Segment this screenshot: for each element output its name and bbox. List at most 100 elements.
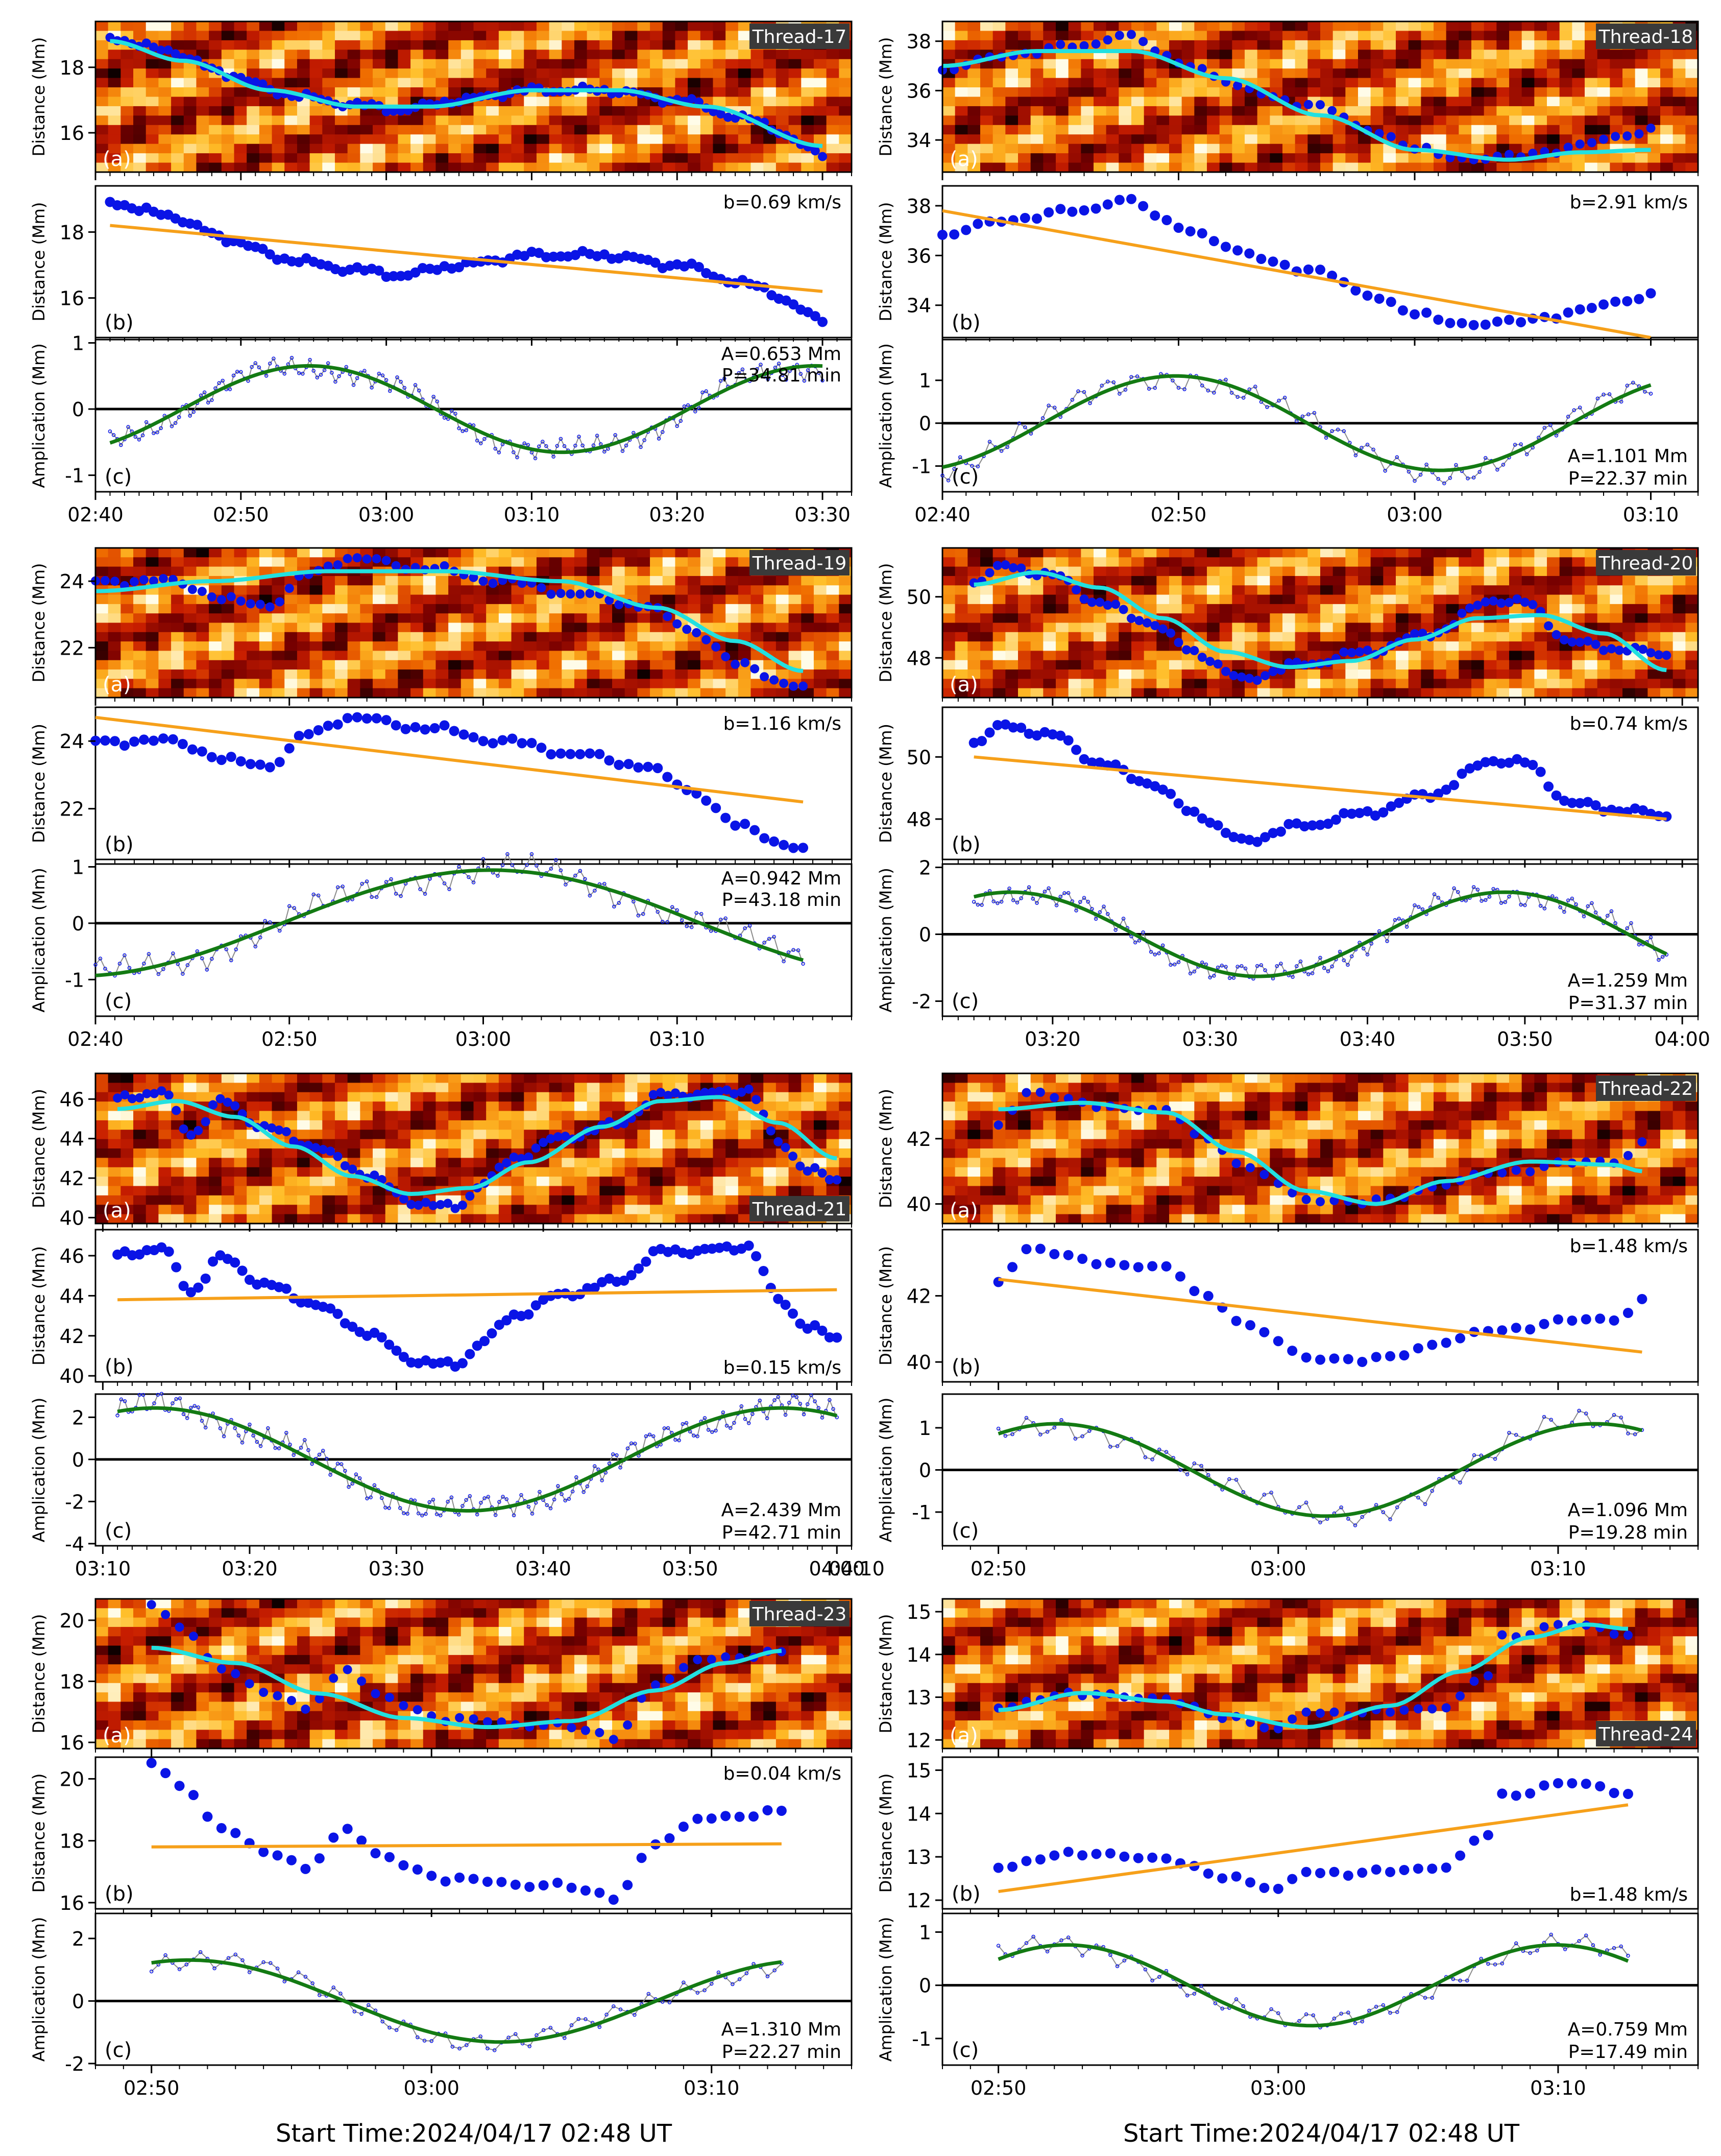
track-point [537,583,546,592]
heatmap-cell [1547,31,1560,41]
heatmap-cell [1295,68,1308,79]
residual-point [533,456,538,461]
heatmap-cell [448,134,462,145]
heatmap-cell [347,115,361,126]
heatmap-cell [1156,660,1170,670]
heatmap-cell [1282,594,1296,605]
heatmap-cell [1635,106,1649,116]
heatmap-cell [284,576,298,586]
heatmap-cell [1559,162,1573,172]
heatmap-cell [435,576,449,586]
heatmap-cell [1370,21,1384,32]
heatmap-cell [1081,115,1094,126]
heatmap-cell [1131,557,1145,567]
y-tick-label: 16 [60,288,84,310]
heatmap-cell [473,632,487,642]
y-tick-label: -1 [65,969,84,991]
heatmap-cell [801,78,814,88]
heatmap-cell [1232,576,1245,586]
heatmap-cell [158,651,172,661]
heatmap-cell [650,651,663,661]
heatmap-cell [612,50,625,60]
heatmap-cell [662,87,676,98]
heatmap-cell [1270,548,1283,558]
heatmap-cell [574,115,588,126]
heatmap-cell [247,557,260,567]
residual-point [389,877,393,881]
residual-point [588,894,592,898]
heatmap-cell [1521,115,1535,126]
heatmap-cell [1408,50,1422,60]
heatmap-cell [1106,641,1120,652]
y-tick-label: 36 [907,245,931,267]
residual-point [1548,423,1553,427]
heatmap-cell [624,669,638,680]
heatmap-cell [1383,97,1396,107]
heatmap-cell [1446,40,1460,51]
heatmap-cell [1156,31,1170,41]
residual-point [1353,453,1358,458]
residual-point [1206,388,1210,393]
heatmap-cell [322,594,335,605]
heatmap-cell [1295,669,1308,680]
heatmap-cell [196,632,210,642]
heatmap-cell [524,585,537,595]
heatmap-cell [272,21,285,32]
heatmap-cell [347,594,361,605]
heatmap-cell [385,143,399,154]
heatmap-cell [95,115,109,126]
residual-point [777,362,781,366]
heatmap-cell [536,594,550,605]
heatmap-cell [1685,97,1698,107]
heatmap-cell [385,125,399,135]
heatmap-cell [1094,660,1107,670]
heatmap-cell [839,669,852,680]
heatmap-cell [1459,106,1472,116]
x-tick-label: 02:50 [213,504,269,526]
heatmap-cell [1018,651,1031,661]
heatmap-cell [498,594,512,605]
heatmap-cell [1421,688,1434,698]
heatmap-cell [1459,87,1472,98]
heatmap-cell [725,594,739,605]
heatmap-cell [1119,566,1132,577]
heatmap-cell [209,125,222,135]
heatmap-cell [1043,548,1056,558]
heatmap-cell [1434,31,1447,41]
heatmap-cell [955,669,968,680]
heatmap-cell [1131,68,1145,79]
heatmap-cell [750,679,764,689]
heatmap-cell [688,604,701,614]
heatmap-cell [1030,613,1044,624]
heatmap-cell [448,651,462,661]
heatmap-cell [562,162,575,172]
heatmap-cell [955,594,968,605]
heatmap-cell [1534,31,1547,41]
heatmap-cell [980,68,993,79]
heatmap-cell [1408,97,1422,107]
heatmap-cell [1484,106,1497,116]
residual-point [639,445,643,449]
heatmap-cell [1446,660,1460,670]
heatmap-cell [1345,613,1359,624]
track-point [663,612,672,621]
residual-point [1017,421,1022,425]
heatmap-cell [801,632,814,642]
heatmap-cell [1232,613,1245,624]
heatmap-cell [322,622,335,633]
heatmap-cell [1408,153,1422,163]
residual-point [272,356,276,361]
heatmap-cell [234,669,248,680]
residual-point [289,355,294,360]
heatmap-cell [486,59,499,69]
heatmap-cell [473,143,487,154]
heatmap-cell [95,566,109,577]
heatmap-cell [1181,613,1195,624]
heatmap-cell [1257,548,1271,558]
heatmap-cell [549,31,563,41]
heatmap-cell [448,688,462,698]
heatmap-cell [1282,59,1296,69]
heatmap-cell [1383,548,1396,558]
heatmap-cell [1106,548,1120,558]
heatmap-cell [775,669,789,680]
